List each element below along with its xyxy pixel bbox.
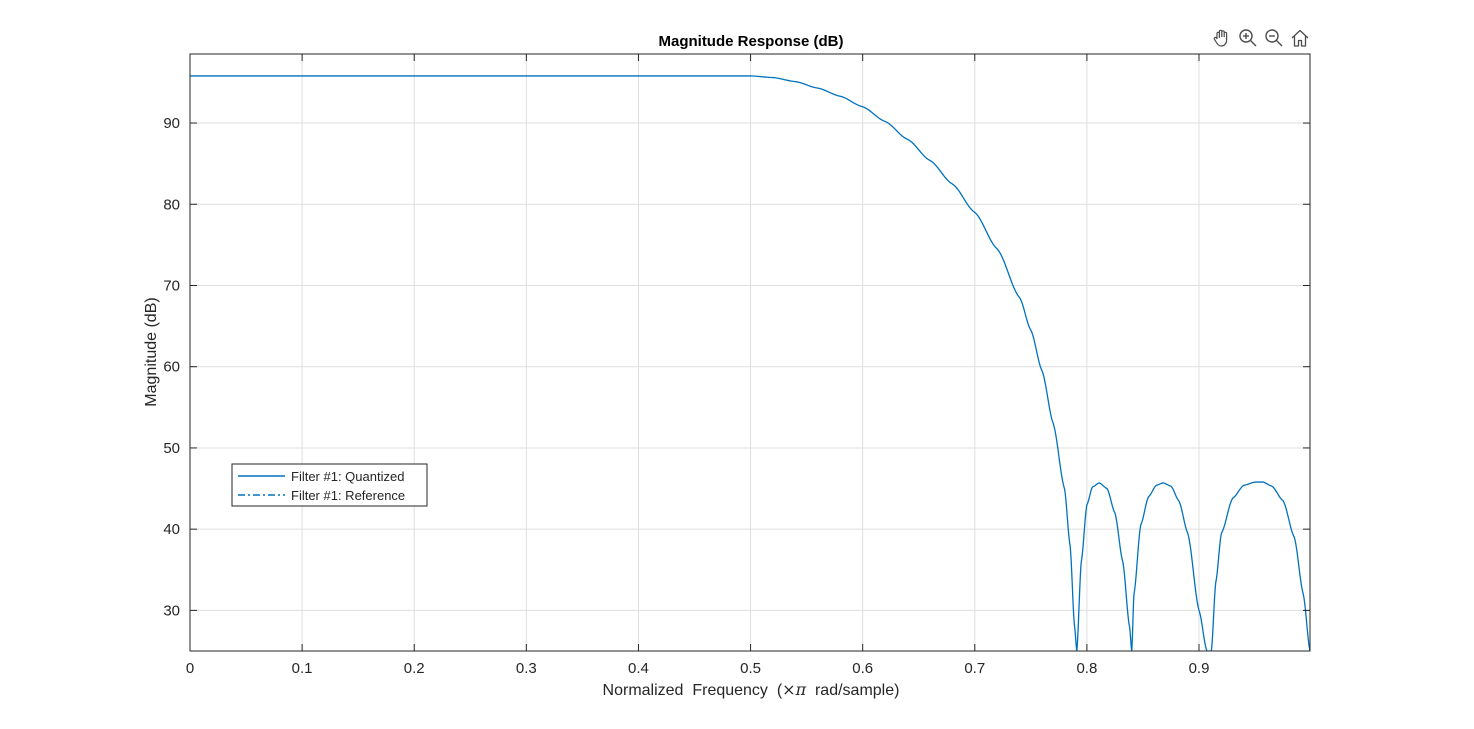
legend-box [231,463,428,507]
pan-hand-icon[interactable] [1210,26,1234,50]
x-axis-label-times-pi: ×π [782,680,806,699]
y-tick-label: 70 [163,277,180,294]
axes-toolbar [1210,26,1312,50]
chart-title: Magnitude Response (dB) [658,33,843,50]
x-tick-label: 0.9 [1189,660,1210,677]
y-axis-label: Magnitude (dB) [143,297,160,406]
zoom-in-icon[interactable] [1236,26,1260,50]
legend-label-reference: Filter #1: Reference [291,488,405,503]
x-axis-label: Normalized Frequency (×π rad/sample) [603,680,900,699]
y-tick-label: 80 [163,196,180,213]
x-axis-label-units: rad/sample) [806,682,899,699]
zoom-out-icon[interactable] [1262,26,1286,50]
series-line-quantized [190,75,1310,651]
y-tick-label: 40 [163,521,180,538]
y-tick-label: 90 [163,115,180,132]
legend: Filter #1: Quantized Filter #1: Referenc… [231,463,428,507]
x-tick-label: 0.7 [964,660,985,677]
x-tick-label: 0.3 [516,660,537,677]
x-tick-label: 0 [186,660,194,677]
y-tick-label: 60 [163,359,180,376]
tick-labels: 0 0.1 0.2 0.3 0.4 0.5 0.6 0.7 0.8 0.9 30 40 50 60 70 80… [163,115,1209,677]
x-tick-label: 0.6 [852,660,873,677]
plot-series [190,75,1310,651]
x-tick-label: 0.1 [292,660,313,677]
x-tick-label: 0.5 [740,660,761,677]
legend-label-quantized: Filter #1: Quantized [291,469,404,484]
tick-marks [189,54,1310,651]
x-tick-label: 0.2 [404,660,425,677]
x-tick-label: 0.4 [628,660,649,677]
y-tick-label: 50 [163,440,180,457]
x-tick-label: 0.8 [1076,660,1097,677]
grid-lines [190,54,1310,651]
x-axis-label-text: Normalized Frequency ( [603,682,783,699]
y-tick-label: 30 [163,602,180,619]
home-restore-icon[interactable] [1288,26,1312,50]
axes-frame [189,53,1311,652]
